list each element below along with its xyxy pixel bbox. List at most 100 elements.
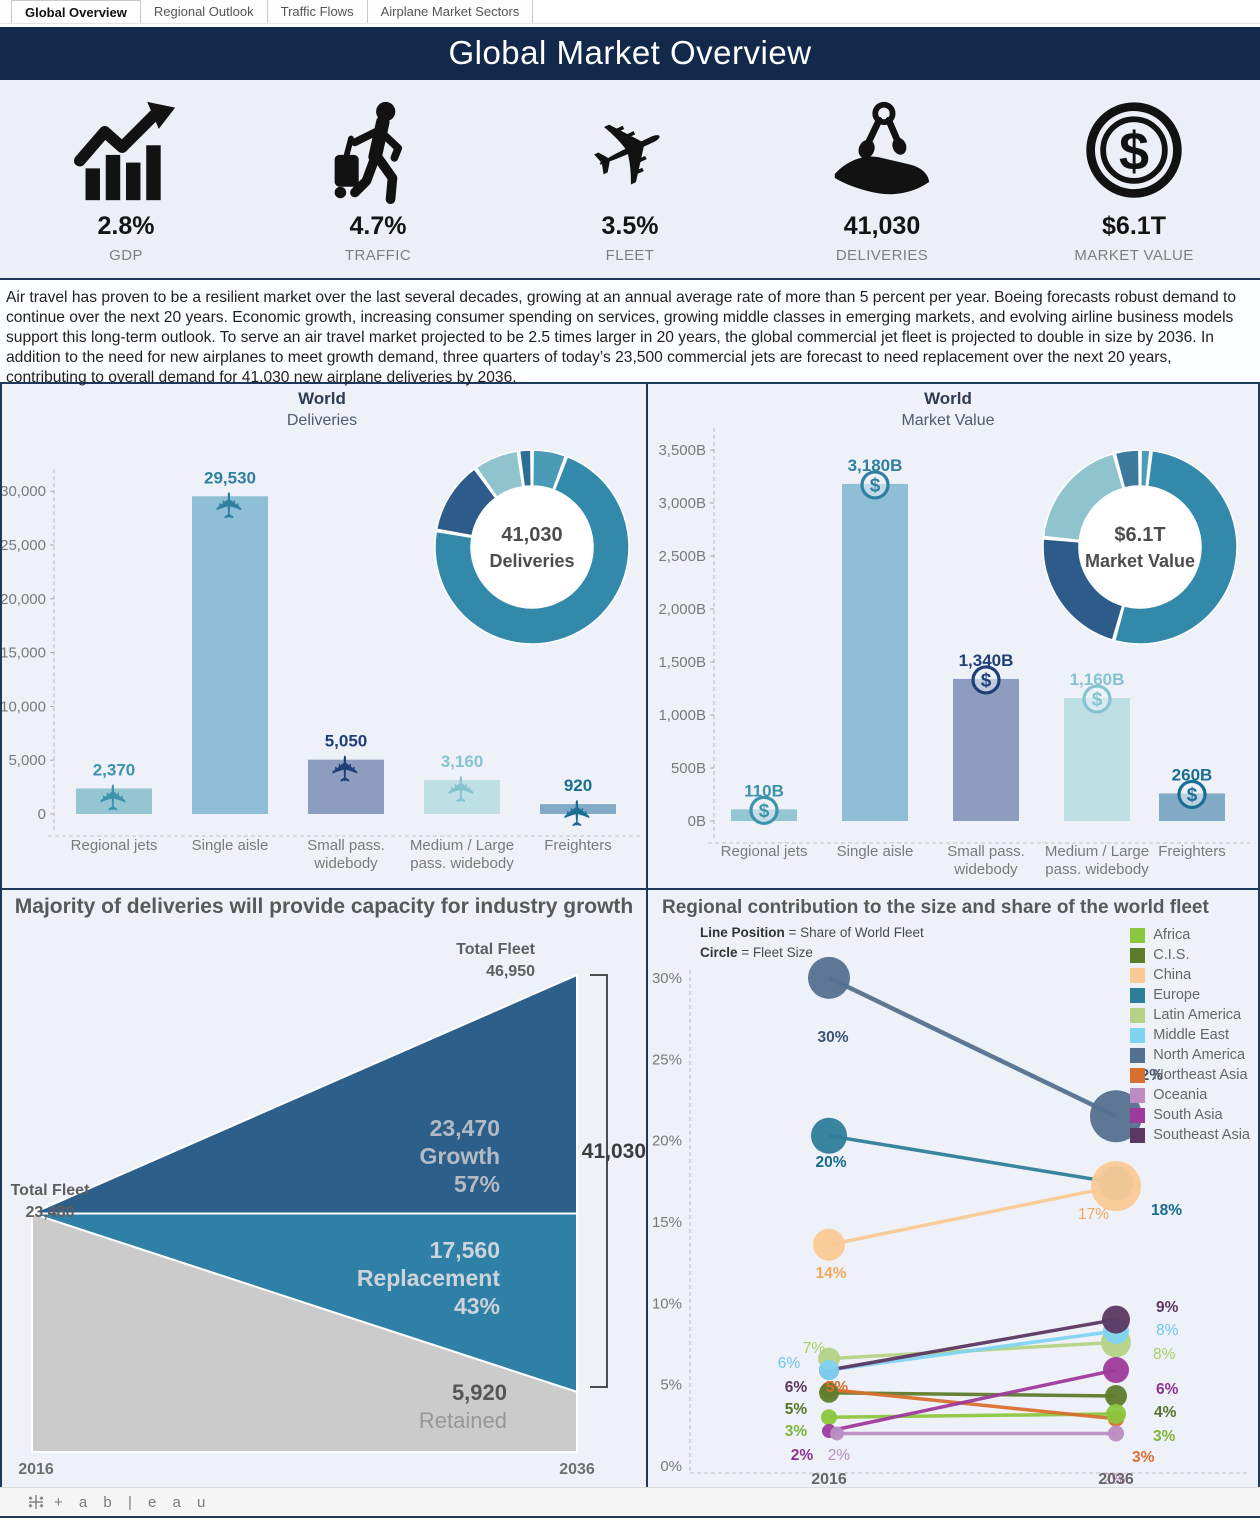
- bottom-charts-row: Majority of deliveries will provide capa…: [0, 888, 1260, 1488]
- legend-item-north-america[interactable]: North America: [1130, 1045, 1250, 1065]
- donut-segment-medium-large-pass-widebody[interactable]: [1042, 452, 1124, 542]
- fleet-growth-panel: Majority of deliveries will provide capa…: [2, 890, 648, 1487]
- legend-item-africa[interactable]: Africa: [1130, 925, 1250, 945]
- donut-segment-medium-large-pass-widebody[interactable]: [475, 450, 524, 499]
- tab-global-overview[interactable]: Global Overview: [12, 0, 141, 23]
- slope-line-south-asia: [828, 1368, 1117, 1433]
- bar-single-aisle[interactable]: [842, 483, 908, 821]
- dollar-marker-icon: [860, 470, 890, 500]
- bar-medium-large-pass-widebody[interactable]: [1064, 698, 1130, 821]
- legend-item-south-asia[interactable]: South Asia: [1130, 1105, 1250, 1125]
- legend-label: Latin America: [1153, 1007, 1242, 1023]
- legend-label: China: [1153, 967, 1192, 983]
- hand-keys-icon: [756, 94, 1008, 210]
- donut-segment-small-pass-widebody[interactable]: [435, 467, 497, 537]
- kpi-market-value: $ $6.1T MARKET VALUE: [1008, 80, 1260, 278]
- bar-regional-jets[interactable]: [76, 788, 152, 814]
- tab-regional-outlook[interactable]: Regional Outlook: [140, 0, 268, 23]
- donut-segment-single-aisle[interactable]: [1113, 449, 1238, 645]
- y-tick-label: 10,000: [2, 698, 46, 715]
- share-label-2036-china: 17%: [1078, 1206, 1109, 1223]
- y-tick-label: 20%: [652, 1133, 682, 1150]
- legend-item-china[interactable]: China: [1130, 965, 1250, 985]
- bar-single-aisle[interactable]: [192, 496, 268, 814]
- bar-small-pass-widebody[interactable]: [308, 759, 384, 814]
- legend-item-northeast-asia[interactable]: Northeast Asia: [1130, 1065, 1250, 1085]
- legend-item-c-i-s[interactable]: C.I.S.: [1130, 945, 1250, 965]
- slope-line-china: [828, 1184, 1117, 1247]
- dollar-marker-glyph: $: [870, 475, 881, 496]
- bubble-2036-southeast-asia[interactable]: [1102, 1305, 1130, 1334]
- bubble-2016-middle-east[interactable]: [819, 1360, 839, 1381]
- donut-segment-freighters[interactable]: [518, 449, 533, 488]
- share-label-2036-northeast-asia: 3%: [1132, 1449, 1155, 1466]
- share-label-2036-latin-america: 8%: [1153, 1346, 1176, 1363]
- tab-airplane-market-sectors[interactable]: Airplane Market Sectors: [367, 0, 534, 23]
- donut-segment-regional-jets[interactable]: [531, 449, 567, 491]
- legend-item-europe[interactable]: Europe: [1130, 985, 1250, 1005]
- bar-freighters[interactable]: [540, 804, 616, 814]
- share-label-2016-south-asia: 2%: [791, 1447, 814, 1464]
- bubble-2016-c-i-s[interactable]: [819, 1382, 839, 1403]
- regional-share-chart: 0% 5% 10% 15% 20% 25% 30% 3% 3% 5% 4% 14% 17% 20% 18% 7…: [652, 956, 1248, 1488]
- bar-value-label: 110B: [744, 781, 784, 800]
- dollar-marker-icon: [971, 665, 1001, 695]
- bar-small-pass-widebody[interactable]: [953, 678, 1019, 821]
- donut-center: [472, 487, 592, 607]
- replacement-value: 17,560: [430, 1237, 500, 1263]
- bubble-2016-africa[interactable]: [821, 1409, 837, 1426]
- kpi-gdp: 2.8% GDP: [0, 80, 252, 278]
- bubble-2036-africa[interactable]: [1106, 1403, 1126, 1424]
- legend-item-latin-america[interactable]: Latin America: [1130, 1005, 1250, 1025]
- svg-text:$: $: [1119, 121, 1149, 181]
- slope-line-europe: [828, 1133, 1117, 1185]
- legend-item-middle-east[interactable]: Middle East: [1130, 1025, 1250, 1045]
- slope-line-middle-east: [828, 1329, 1117, 1372]
- area-growth[interactable]: [31, 973, 578, 1215]
- bar-value-label: 29,530: [204, 468, 256, 487]
- y-tick-label: 20,000: [2, 591, 46, 608]
- tableau-logo[interactable]: + a b | e a u: [26, 1492, 211, 1512]
- x-category-label: widebody: [953, 861, 1018, 878]
- slope-line-northeast-asia: [828, 1387, 1117, 1421]
- bar-medium-large-pass-widebody[interactable]: [424, 779, 500, 814]
- x-axis-label-2036: 2036: [559, 1461, 595, 1478]
- legend-item-southeast-asia[interactable]: Southeast Asia: [1130, 1125, 1250, 1145]
- x-category-label: Small pass.: [307, 837, 385, 854]
- bubble-2036-china[interactable]: [1091, 1161, 1141, 1212]
- x-category-label: pass. widebody: [410, 855, 514, 872]
- bubble-2036-oceania[interactable]: [1108, 1425, 1124, 1442]
- donut-segment-single-aisle[interactable]: [434, 455, 630, 645]
- chart-subtitle: Market Value: [901, 412, 994, 429]
- donut-segment-small-pass-widebody[interactable]: [1042, 538, 1124, 641]
- y-tick-label: 0: [38, 806, 46, 823]
- bubble-2036-south-asia[interactable]: [1103, 1357, 1129, 1384]
- legend-label: Africa: [1153, 927, 1191, 943]
- bubble-2016-oceania[interactable]: [830, 1426, 844, 1441]
- page-title: Global Market Overview: [448, 34, 812, 71]
- legend-label: North America: [1153, 1047, 1246, 1063]
- donut-center-caption: Deliveries: [489, 551, 574, 571]
- bar-value-label: 3,180B: [848, 456, 903, 475]
- share-label-2036-oceania: 2%: [1103, 1471, 1126, 1487]
- tab-traffic-flows[interactable]: Traffic Flows: [267, 0, 368, 23]
- bubble-2016-north-america[interactable]: [808, 956, 850, 999]
- bubble-2036-c-i-s[interactable]: [1105, 1385, 1127, 1408]
- bubble-2016-europe[interactable]: [811, 1117, 847, 1154]
- plane-marker-icon: ✈: [209, 490, 250, 520]
- y-tick-label: 25,000: [2, 537, 46, 554]
- share-label-2016-europe: 20%: [815, 1154, 846, 1171]
- dollar-marker-icon: [749, 795, 779, 825]
- start-fleet-label: Total Fleet: [11, 1182, 90, 1199]
- bubble-2036-north-america[interactable]: [1090, 1090, 1142, 1143]
- legend-swatch: [1130, 987, 1146, 1003]
- bubble-2016-china[interactable]: [813, 1228, 845, 1261]
- kpi-label: GDP: [109, 247, 143, 264]
- donut-segment-regional-jets[interactable]: [1139, 449, 1151, 488]
- donut-segment-freighters[interactable]: [1114, 449, 1141, 489]
- donut-center-caption: Market Value: [1085, 551, 1195, 571]
- dashboard-header: Global Market Overview: [0, 24, 1260, 80]
- legend-item-oceania[interactable]: Oceania: [1130, 1085, 1250, 1105]
- dollar-marker-glyph: $: [981, 670, 992, 691]
- y-tick-label: 3,000B: [658, 495, 706, 512]
